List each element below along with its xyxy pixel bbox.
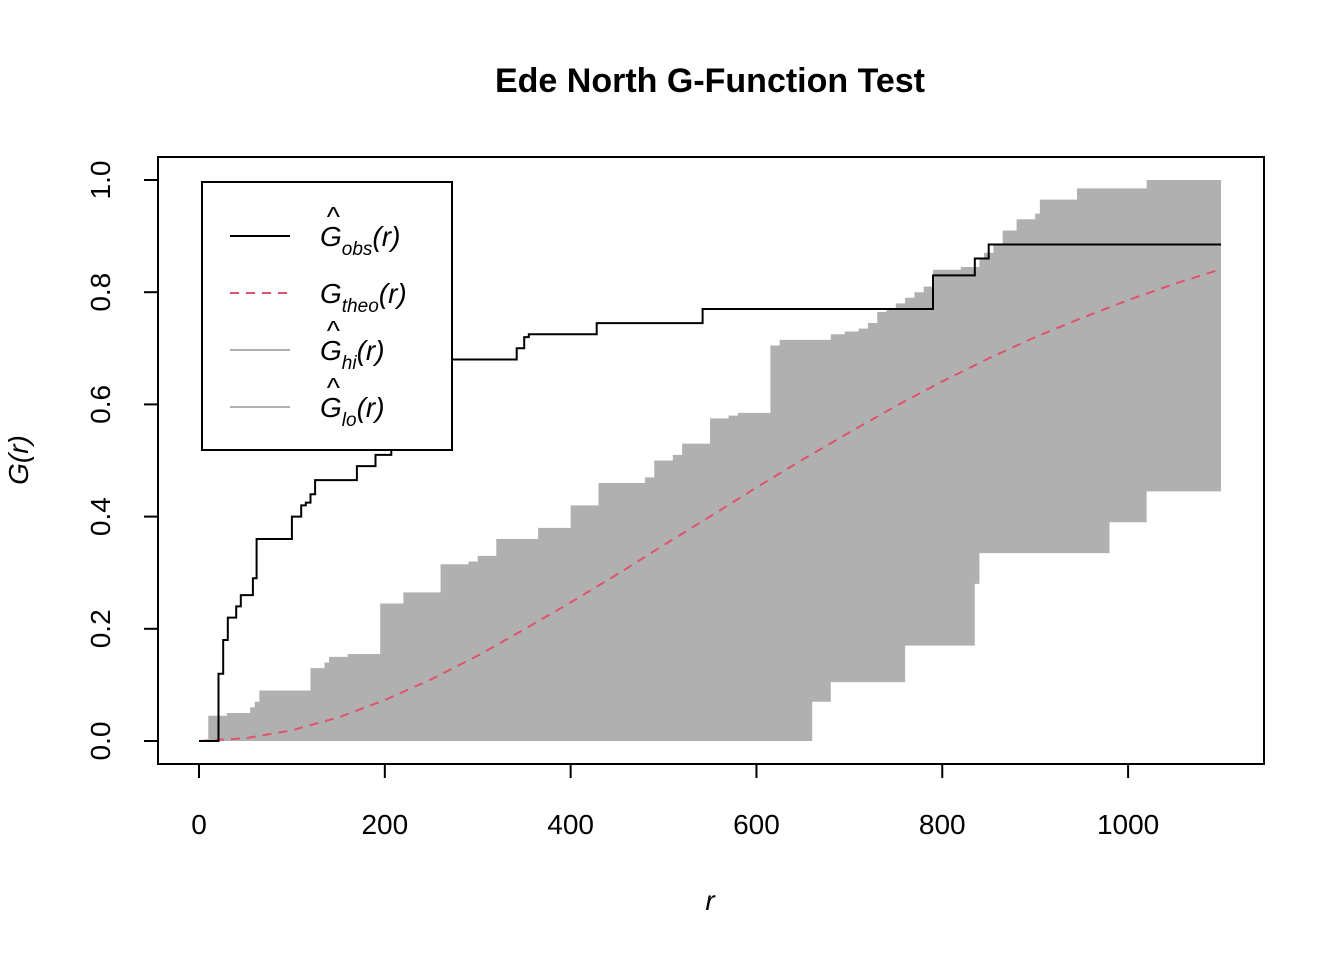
legend-item: Gtheo(r) bbox=[230, 278, 407, 317]
y-axis-label: G(r) bbox=[3, 435, 34, 485]
y-tick-label: 0.2 bbox=[85, 609, 116, 648]
x-tick-label: 400 bbox=[547, 809, 594, 840]
chart-title: Ede North G-Function Test bbox=[495, 62, 925, 100]
y-tick-label: 0.8 bbox=[85, 273, 116, 312]
y-tick-label: 1.0 bbox=[85, 161, 116, 200]
x-tick-label: 800 bbox=[919, 809, 966, 840]
legend-label: Glo(r) bbox=[320, 392, 385, 431]
legend: Gobs(r)^Gtheo(r)Ghi(r)^Glo(r)^ bbox=[201, 181, 453, 451]
envelope-band bbox=[199, 180, 1221, 741]
y-tick-label: 0.0 bbox=[85, 722, 116, 761]
legend-item: Gobs(r)^ bbox=[230, 201, 400, 260]
legend-hat: ^ bbox=[326, 315, 340, 346]
x-tick-label: 600 bbox=[733, 809, 780, 840]
envelope-layer bbox=[199, 180, 1221, 741]
y-axis: 0.0 0.2 0.4 0.6 0.8 1.0 bbox=[85, 161, 159, 761]
y-tick-label: 0.4 bbox=[85, 497, 116, 536]
x-axis: 0 200 400 600 800 1000 bbox=[191, 763, 1159, 840]
legend-item: Glo(r)^ bbox=[230, 372, 385, 431]
legend-hat: ^ bbox=[326, 201, 340, 232]
legend-label: Gobs(r) bbox=[320, 221, 400, 260]
x-tick-label: 0 bbox=[191, 809, 207, 840]
legend-box bbox=[201, 181, 453, 451]
x-tick-label: 200 bbox=[361, 809, 408, 840]
x-tick-label: 1000 bbox=[1097, 809, 1159, 840]
series-line-theo bbox=[198, 268, 1222, 742]
legend-hat: ^ bbox=[326, 372, 340, 403]
x-axis-label: r bbox=[705, 885, 716, 916]
legend-label: Gtheo(r) bbox=[320, 278, 407, 317]
legend-item: Ghi(r)^ bbox=[230, 315, 385, 374]
legend-label: Ghi(r) bbox=[320, 335, 385, 374]
y-tick-label: 0.6 bbox=[85, 385, 116, 424]
